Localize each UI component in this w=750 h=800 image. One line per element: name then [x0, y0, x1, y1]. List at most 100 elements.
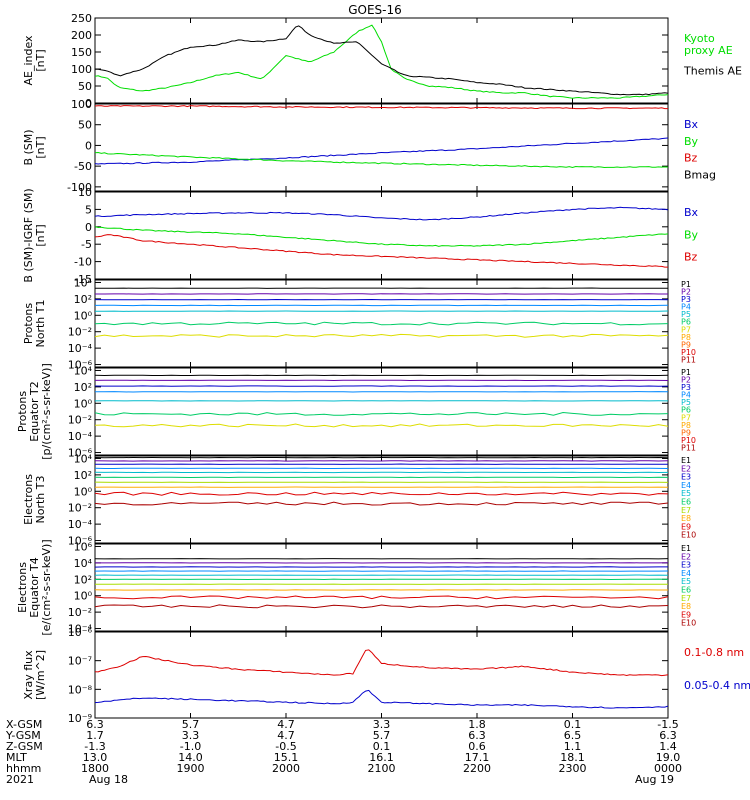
series-line-bx: [95, 206, 668, 221]
y-tick-label: 10⁻⁶: [68, 626, 93, 639]
y-tick-label: 10⁰: [74, 590, 93, 603]
ephemeris-value: 3.3: [182, 729, 200, 742]
panel-frame: [94, 455, 669, 544]
ephemeris-value: 1.1: [564, 740, 582, 753]
series-line-kyoto-proxy-ae: [95, 24, 668, 99]
plot-area: [95, 287, 668, 338]
legend-entry: P1: [681, 368, 691, 377]
y-tick-label: 10⁻⁹: [68, 712, 92, 725]
legend-entry: E10: [681, 531, 696, 540]
legend-entry: By: [684, 135, 699, 148]
legend-entry: P6: [681, 406, 691, 415]
y-tick-label: 50: [78, 119, 92, 132]
figure-title: GOES-16: [348, 3, 402, 17]
plot-area: [95, 374, 668, 428]
ephemeris-value: 14.0: [178, 751, 203, 764]
ephemeris-row-label: hhmm: [6, 762, 41, 775]
series-line-p6: [95, 411, 668, 416]
ephemeris-value: 0000: [654, 762, 682, 775]
y-tick-label: 10⁰: [74, 309, 93, 322]
ephemeris-value: 6.5: [564, 729, 582, 742]
ephemeris-value: 1900: [177, 762, 205, 775]
series-line-bz: [95, 234, 668, 268]
y-tick-label: 10²: [74, 573, 92, 586]
legend-entry: E9: [681, 610, 691, 619]
y-axis-label: ProtonsNorth T1: [22, 300, 47, 348]
legend: Bx By Bz Bmag: [684, 118, 716, 181]
ephemeris-row-label: Y-GSM: [5, 729, 41, 742]
legend-entry: E5: [681, 489, 691, 498]
ephemeris-value: 2200: [463, 762, 491, 775]
ephemeris-value: 0.6: [468, 740, 486, 753]
series-line-themis-ae: [95, 25, 668, 96]
legend-entry: E5: [681, 577, 691, 586]
panel-frame: [94, 191, 669, 280]
ephemeris-value: -1.3: [84, 740, 105, 753]
y-tick-label: 150: [71, 46, 92, 59]
y-tick-label: 100: [71, 98, 92, 111]
ephemeris-value: -1.5: [657, 718, 678, 731]
ephemeris-value: 19.0: [656, 751, 681, 764]
y-tick-label: 10⁻²: [68, 502, 92, 515]
y-tick-label: 10⁻⁴: [68, 518, 93, 531]
y-tick-label: -5: [81, 238, 92, 251]
legend-entry: P4: [681, 303, 691, 312]
legend-entry: E6: [681, 586, 691, 595]
ephemeris-value: Aug 18: [89, 773, 128, 786]
y-tick-label: 10⁴: [74, 276, 93, 289]
y-tick-label: -15: [74, 273, 92, 286]
legend-entry: Themis AE: [683, 65, 742, 78]
legend-entry: Bz: [684, 251, 698, 264]
ephemeris-value: Aug 19: [635, 773, 674, 786]
ephemeris-row-label: X-GSM: [6, 718, 42, 731]
ephemeris-value: 0.1: [373, 740, 391, 753]
y-tick-label: 0: [85, 221, 92, 234]
panel-frame: [94, 103, 669, 192]
series-line-p6: [95, 321, 668, 326]
x-axis-ephemeris: X-GSM 6.3 5.7 4.7 3.3 1.8 0.1 -1.5 Y-GSM 1.7 3.3 4.…: [5, 718, 682, 786]
y-tick-label: 10⁻⁴: [68, 342, 93, 355]
legend-entry: P8: [681, 421, 691, 430]
legend-entry: E3: [681, 561, 691, 570]
ephemeris-value: 18.1: [560, 751, 585, 764]
y-tick-label: 10⁴: [74, 557, 93, 570]
y-axis-label: AE_index[nT]: [22, 35, 47, 86]
y-tick-label: 10⁻⁷: [68, 655, 92, 668]
legend-entry: Bmag: [684, 168, 716, 181]
legend-entry: P9: [681, 428, 691, 437]
legend-entry: P9: [681, 340, 691, 349]
y-tick-label: 10⁻⁸: [68, 683, 93, 696]
plot-area: [95, 456, 668, 506]
y-tick-label: 10⁻²: [68, 606, 92, 619]
y-tick-label: 10⁴: [74, 364, 93, 377]
legend-entry: E6: [681, 498, 691, 507]
y-tick-label: -100: [67, 181, 92, 194]
ephemeris-value: 16.1: [369, 751, 394, 764]
ephemeris-value: 6.3: [659, 729, 677, 742]
legend-entry: P8: [681, 333, 691, 342]
legend-entry: P1: [681, 280, 691, 289]
series-line-by: [95, 226, 668, 247]
ephemeris-value: 0.1: [564, 718, 582, 731]
series-line-p7: [95, 423, 668, 428]
series-line-0-05-0-4-nm: [95, 689, 668, 709]
y-tick-label: 100: [71, 63, 92, 76]
legend-entry: E2: [681, 552, 691, 561]
legend-entry: E4: [681, 481, 691, 490]
y-tick-label: 10⁶: [74, 540, 93, 553]
legend-entry: P3: [681, 383, 691, 392]
legend-entry: P6: [681, 318, 691, 327]
legend-entry: P10: [681, 348, 696, 357]
y-tick-label: 0: [85, 139, 92, 152]
legend-entry: E9: [681, 522, 691, 531]
y-tick-label: -10: [74, 256, 92, 269]
legend-entry: P5: [681, 398, 691, 407]
legend-entry: E7: [681, 506, 691, 515]
ephemeris-value: 1.4: [659, 740, 677, 753]
series-line-p7: [95, 333, 668, 338]
